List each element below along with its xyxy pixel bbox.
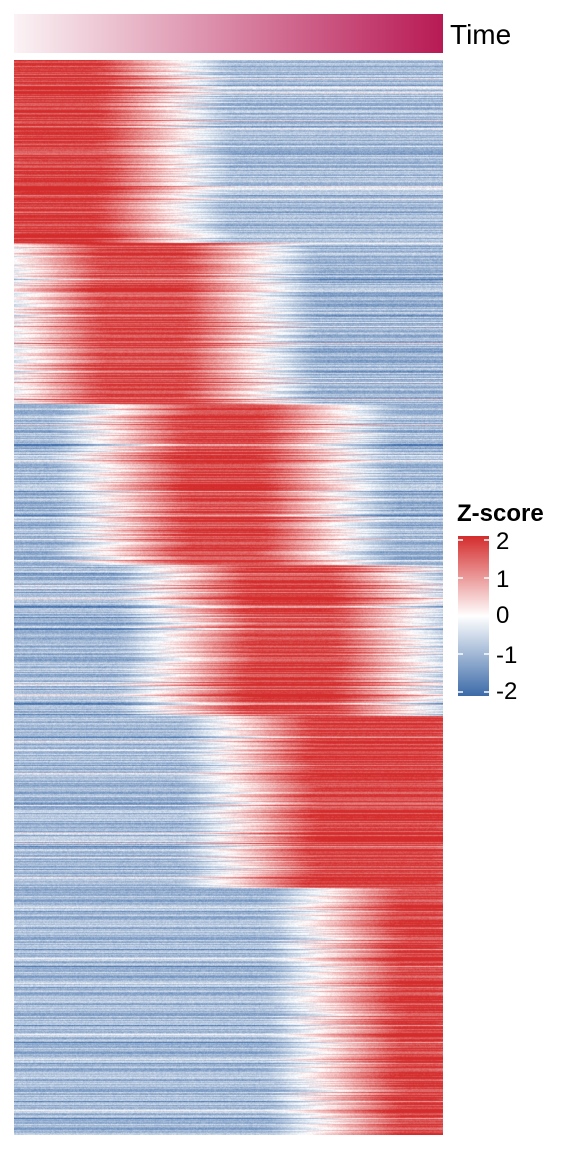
- legend-title: Z-score: [457, 500, 544, 527]
- legend-tick-label: -2: [496, 678, 518, 705]
- time-gradient: [14, 14, 443, 53]
- legend-tick-label: -1: [496, 642, 518, 669]
- legend-gradient: [458, 536, 489, 696]
- legend-tick-label: 2: [496, 528, 510, 555]
- legend-tick-label: 0: [496, 602, 510, 629]
- time-annotation-label: Time: [450, 19, 512, 50]
- zscore-heatmap: [14, 60, 443, 1135]
- time-annotation-bar: [14, 14, 443, 53]
- zscore-legend-colorbar: [458, 536, 489, 696]
- legend-tick-label: 1: [496, 566, 510, 593]
